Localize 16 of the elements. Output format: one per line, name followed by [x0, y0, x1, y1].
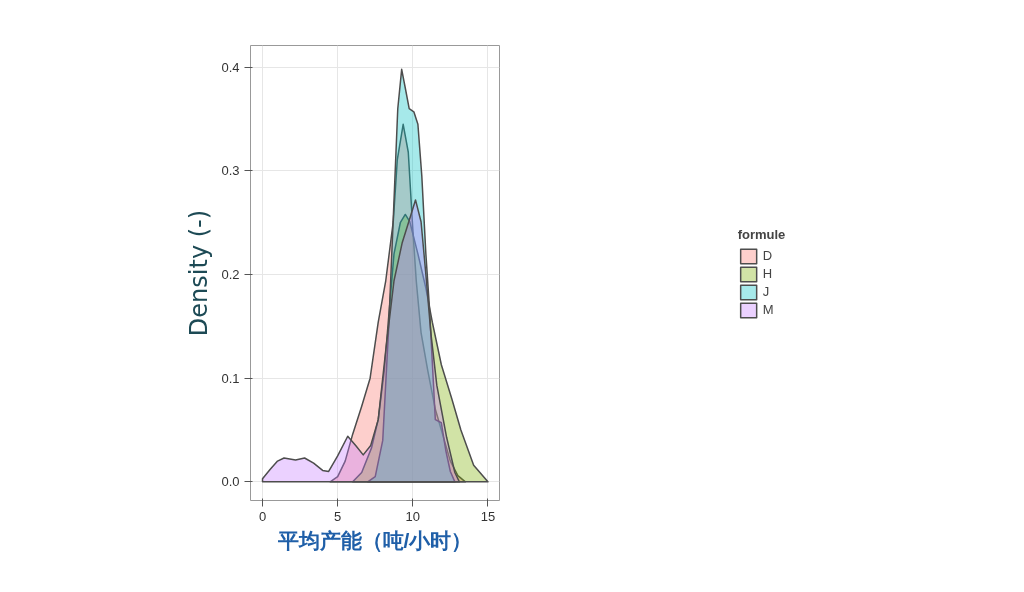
legend-label: J: [762, 284, 771, 299]
y-tick-label: 0.2: [221, 267, 240, 283]
legend-label: H: [762, 266, 774, 281]
x-tick-label: 15: [480, 508, 496, 524]
x-axis-title: 平均产能（吨/小时）: [276, 528, 473, 552]
x-tick-label: 5: [334, 508, 342, 524]
y-tick-label: 0.3: [221, 163, 240, 179]
legend-label: M: [762, 302, 775, 317]
y-tick-label: 0.1: [221, 370, 240, 386]
legend-title: formule: [737, 226, 786, 242]
x-tick-label: 10: [405, 508, 421, 524]
legend-label: D: [762, 248, 774, 263]
y-tick-label: 0.0: [221, 474, 240, 490]
x-tick-label: 0: [258, 508, 267, 524]
y-axis-title: Density (-): [185, 209, 214, 337]
y-tick-label: 0.4: [221, 59, 240, 75]
